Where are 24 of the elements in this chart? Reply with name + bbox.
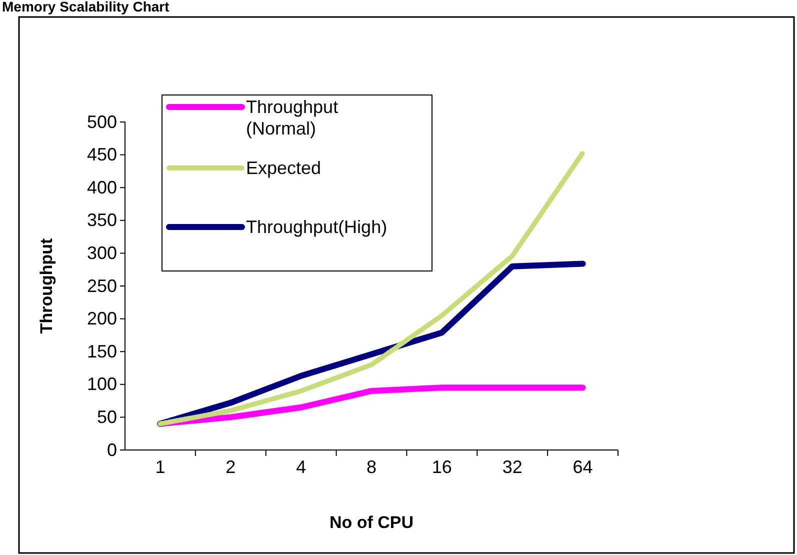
legend-label: Throughput(High) xyxy=(246,217,388,237)
x-tick-label: 1 xyxy=(155,456,166,477)
x-tick-label: 4 xyxy=(296,456,306,477)
x-tick-label: 2 xyxy=(226,456,236,477)
y-tick-label: 500 xyxy=(86,112,117,132)
x-tick-label: 64 xyxy=(572,456,593,477)
x-tick-label: 16 xyxy=(432,456,452,477)
legend-label: Expected xyxy=(246,158,322,178)
chart-title: Memory Scalability Chart xyxy=(2,0,170,14)
x-tick-label: 32 xyxy=(502,456,522,477)
y-tick-label: 350 xyxy=(86,210,117,230)
y-tick-label: 200 xyxy=(86,308,117,329)
y-tick-label: 0 xyxy=(106,440,117,460)
y-tick-label: 150 xyxy=(86,341,117,362)
y-tick-label: 450 xyxy=(86,144,117,165)
x-axis-title: No of CPU xyxy=(329,513,414,532)
y-tick-label: 400 xyxy=(86,177,117,198)
legend-label: Throughput (Normal) xyxy=(246,97,338,139)
y-tick-label: 100 xyxy=(86,374,117,394)
y-tick-label: 300 xyxy=(86,242,117,263)
y-axis-title: Throughput xyxy=(37,238,56,334)
x-tick-label: 8 xyxy=(366,456,377,477)
y-tick-label: 250 xyxy=(86,276,117,296)
y-tick-label: 50 xyxy=(96,406,117,427)
